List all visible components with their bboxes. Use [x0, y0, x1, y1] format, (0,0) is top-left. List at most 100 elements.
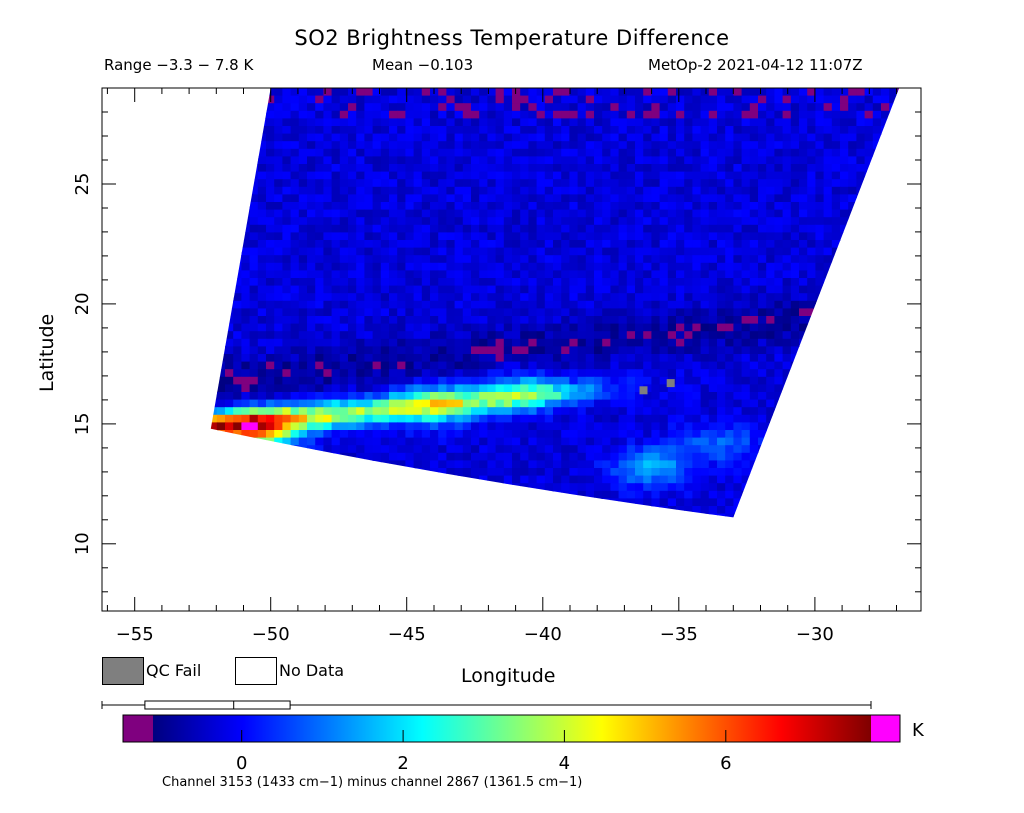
heatmap-cell	[881, 293, 890, 302]
heatmap-cell	[151, 392, 160, 400]
heatmap-cell	[176, 179, 185, 187]
heatmap-cell	[143, 384, 152, 392]
heatmap-cell	[626, 110, 636, 119]
heatmap-cell	[823, 376, 833, 385]
heatmap-cell	[233, 437, 242, 446]
heatmap-cell	[405, 384, 415, 393]
heatmap-cell	[758, 148, 767, 157]
heatmap-cell	[758, 407, 767, 416]
heatmap-cell	[438, 354, 447, 363]
heatmap-cell	[774, 103, 784, 112]
heatmap-cell	[462, 414, 472, 423]
heatmap-cell	[602, 369, 611, 378]
heatmap-cell	[151, 438, 160, 446]
heatmap-cell	[372, 171, 382, 180]
heatmap-cell	[241, 103, 251, 112]
heatmap-cell	[487, 133, 497, 142]
heatmap-cell	[331, 202, 341, 211]
heatmap-cell	[495, 331, 505, 340]
heatmap-cell	[364, 95, 374, 104]
heatmap-cell	[807, 194, 816, 203]
heatmap-cell	[127, 301, 136, 309]
heatmap-cell	[315, 240, 324, 249]
heatmap-cell	[298, 179, 308, 188]
heatmap-cell	[241, 110, 251, 119]
heatmap-cell	[462, 346, 472, 355]
heatmap-cell	[487, 316, 497, 325]
heatmap-cell	[290, 452, 300, 461]
heatmap-cell	[323, 376, 333, 385]
heatmap-cell	[184, 293, 193, 301]
heatmap-cell	[372, 194, 382, 203]
heatmap-cell	[651, 300, 661, 309]
heatmap-cell	[438, 270, 447, 279]
heatmap-cell	[257, 278, 267, 287]
heatmap-cell	[692, 95, 702, 104]
heatmap-cell	[790, 270, 800, 279]
heatmap-cell	[110, 134, 119, 142]
heatmap-cell	[413, 460, 423, 469]
heatmap-cell	[323, 103, 333, 112]
heatmap-cell	[823, 354, 833, 363]
heatmap-cell	[462, 232, 472, 241]
heatmap-cell	[733, 369, 743, 378]
heatmap-cell	[651, 148, 661, 157]
heatmap-cell	[553, 346, 562, 355]
heatmap-cell	[389, 293, 398, 302]
heatmap-cell	[216, 399, 226, 408]
heatmap-cell	[110, 240, 119, 248]
heatmap-cell	[364, 202, 374, 211]
heatmap-cell	[823, 103, 833, 112]
heatmap-cell	[405, 452, 415, 461]
heatmap-cell	[790, 346, 800, 355]
heatmap-cell	[168, 415, 177, 423]
heatmap-cell	[102, 232, 111, 240]
heatmap-cell	[372, 460, 382, 469]
heatmap-cell	[331, 224, 341, 233]
heatmap-cell	[413, 392, 423, 401]
heatmap-cell	[626, 384, 636, 393]
heatmap-cell	[159, 202, 168, 210]
heatmap-cell	[118, 263, 127, 271]
heatmap-cell	[372, 392, 382, 401]
heatmap-cell	[659, 95, 669, 104]
heatmap-cell	[487, 346, 497, 355]
heatmap-cell	[618, 262, 628, 271]
heatmap-cell	[872, 316, 882, 325]
heatmap-cell	[848, 270, 857, 279]
heatmap-cell	[717, 186, 726, 195]
heatmap-cell	[799, 247, 808, 256]
heatmap-cell	[216, 346, 226, 355]
heatmap-cell	[307, 270, 316, 279]
heatmap-cell	[766, 217, 775, 226]
heatmap-cell	[503, 209, 513, 218]
heatmap-cell	[807, 399, 816, 408]
heatmap-cell	[348, 376, 357, 385]
heatmap-cell	[372, 338, 382, 347]
heatmap-cell	[618, 422, 628, 431]
heatmap-cell	[733, 202, 743, 211]
heatmap-cell	[421, 346, 431, 355]
heatmap-cell	[290, 179, 300, 188]
heatmap-cell	[454, 179, 464, 188]
heatmap-cell	[807, 95, 816, 104]
heatmap-cell	[815, 186, 825, 195]
heatmap-cell	[782, 202, 792, 211]
heatmap-cell	[495, 133, 505, 142]
heatmap-cell	[331, 300, 341, 309]
heatmap-cell	[807, 232, 816, 241]
heatmap-cell	[110, 400, 119, 408]
heatmap-cell	[405, 224, 415, 233]
heatmap-cell	[176, 460, 185, 468]
heatmap-cell	[421, 452, 431, 461]
heatmap-cell	[413, 445, 423, 454]
heatmap-cell	[495, 186, 505, 195]
heatmap-cell	[536, 384, 546, 393]
heatmap-cell	[274, 452, 283, 461]
heatmap-cell	[274, 232, 283, 241]
heatmap-cell	[553, 354, 562, 363]
heatmap-cell	[602, 95, 611, 104]
heatmap-cell	[192, 88, 201, 96]
heatmap-cell	[553, 278, 562, 287]
heatmap-cell	[897, 323, 900, 332]
